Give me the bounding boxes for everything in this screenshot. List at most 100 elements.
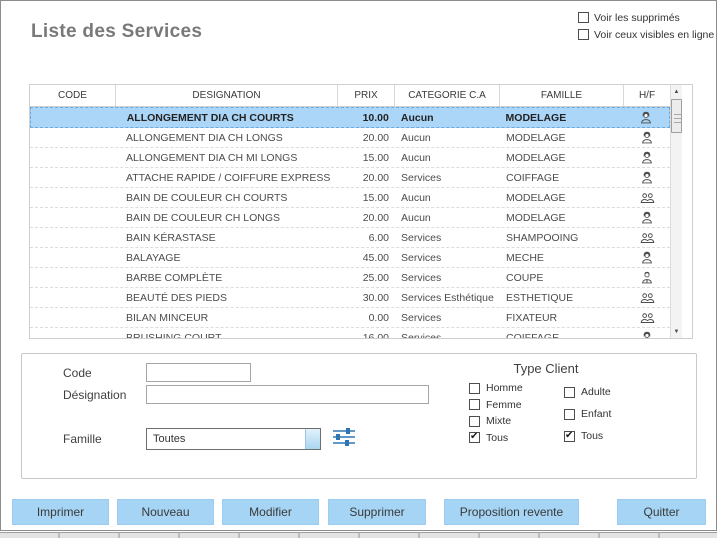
page-title: Liste des Services	[31, 21, 203, 42]
famille-label: Famille	[63, 432, 102, 446]
cell-hf	[624, 328, 670, 338]
table-row[interactable]: ALLONGEMENT DIA CH COURTS 10.00 Aucun MODEL…	[30, 107, 670, 128]
checkbox-voir-supprimes[interactable]	[578, 12, 589, 23]
cell-categorie: Services	[401, 331, 442, 339]
cell-famille: MODELAGE	[506, 211, 566, 224]
option-label: Mixte	[486, 415, 512, 427]
cell-code	[30, 308, 116, 327]
cell-designation: BARBE COMPLÈTE	[126, 271, 223, 284]
cell-hf	[624, 208, 670, 227]
code-input[interactable]	[146, 363, 251, 382]
table-row[interactable]: BAIN KÉRASTASE 6.00 Services SHAMPOOING	[30, 228, 670, 248]
cell-categorie: Services	[401, 311, 442, 324]
table-row[interactable]: BRUSHING COURT 16.00 Services COIFFAGE	[30, 328, 670, 338]
checkbox-tous-gauche[interactable]	[469, 431, 480, 443]
table-row[interactable]: BAIN DE COULEUR CH COURTS 15.00 Aucun MODEL…	[30, 188, 670, 208]
famille-dropdown[interactable]: Toutes	[146, 428, 321, 450]
proposition-revente-button[interactable]: Proposition revente	[444, 499, 579, 525]
cell-code	[30, 148, 116, 167]
quitter-button[interactable]: Quitter	[617, 499, 706, 525]
dropdown-button[interactable]	[305, 429, 320, 449]
couple-icon	[640, 310, 655, 325]
type-client-adulte[interactable]: Adulte	[564, 386, 611, 398]
table-row[interactable]: ALLONGEMENT DIA CH LONGS 20.00 Aucun MODELA…	[30, 128, 670, 148]
designation-input[interactable]	[146, 385, 429, 404]
option-label: Tous	[581, 430, 604, 442]
cell-designation: ALLONGEMENT DIA CH LONGS	[126, 131, 283, 144]
cell-code	[30, 268, 116, 287]
cell-prix: 20.00	[362, 211, 389, 224]
cell-code	[30, 328, 116, 338]
cell-designation: ALLONGEMENT DIA CH MI LONGS	[126, 151, 298, 164]
column-header-categorie[interactable]: CATEGORIE C.A	[395, 85, 500, 106]
checkbox-tous-droite[interactable]	[564, 430, 575, 442]
cell-categorie: Aucun	[401, 191, 431, 204]
column-header-code[interactable]: CODE	[30, 85, 116, 106]
cell-famille: COUPE	[506, 271, 544, 284]
filter-voir-visibles-en-ligne[interactable]: Voir ceux visibles en ligne	[578, 26, 714, 43]
woman-icon	[640, 170, 654, 185]
checkbox-homme[interactable]	[469, 382, 480, 394]
checkbox-mixte[interactable]	[469, 415, 480, 427]
background-window-edge	[0, 532, 717, 538]
column-header-famille[interactable]: FAMILLE	[500, 85, 624, 106]
table-row[interactable]: ATTACHE RAPIDE / COIFFURE EXPRESS 20.00 Se…	[30, 168, 670, 188]
column-header-prix[interactable]: PRIX	[338, 85, 395, 106]
type-client-tous-droite[interactable]: Tous	[564, 430, 603, 442]
scroll-up-icon[interactable]: ▲	[673, 88, 680, 95]
table-scrollbar[interactable]: ▲ ▼	[670, 85, 682, 338]
cell-designation: BILAN MINCEUR	[126, 311, 209, 324]
cell-prix: 45.00	[362, 251, 389, 264]
option-label: Adulte	[581, 386, 611, 398]
woman-icon	[640, 250, 654, 265]
type-client-mixte[interactable]: Mixte	[469, 415, 511, 427]
imprimer-button[interactable]: Imprimer	[12, 499, 109, 525]
checkbox-voir-visibles-en-ligne[interactable]	[578, 29, 589, 40]
option-label: Tous	[486, 431, 509, 444]
cell-designation: BALAYAGE	[126, 251, 181, 264]
cell-hf	[623, 108, 669, 127]
table-body: ALLONGEMENT DIA CH COURTS 10.00 Aucun MODEL…	[30, 107, 670, 338]
services-table: CODE DESIGNATION PRIX CATEGORIE C.A FAMILLE H…	[29, 84, 693, 339]
option-label: Homme	[486, 382, 523, 394]
cell-hf	[624, 308, 670, 327]
option-label: Femme	[486, 398, 522, 411]
cell-famille: FIXATEUR	[506, 311, 558, 324]
cell-categorie: Services	[401, 271, 442, 284]
cell-categorie: Services	[401, 251, 442, 264]
table-row[interactable]: BILAN MINCEUR 0.00 Services FIXATEUR	[30, 308, 670, 328]
type-client-tous-gauche[interactable]: Tous	[469, 431, 509, 444]
supprimer-button[interactable]: Supprimer	[328, 499, 426, 525]
column-header-hf[interactable]: H/F	[638, 90, 656, 101]
table-row[interactable]: BARBE COMPLÈTE 25.00 Services COUPE	[30, 268, 670, 288]
nouveau-button[interactable]: Nouveau	[117, 499, 214, 525]
type-client-enfant[interactable]: Enfant	[564, 408, 611, 420]
cell-code	[31, 108, 117, 127]
cell-code	[30, 168, 116, 187]
cell-hf	[624, 148, 670, 167]
table-row[interactable]: ALLONGEMENT DIA CH MI LONGS 15.00 Aucun MOD…	[30, 148, 670, 168]
sliders-icon	[332, 426, 356, 453]
type-client-femme[interactable]: Femme	[469, 399, 522, 411]
checkbox-femme[interactable]	[469, 399, 480, 410]
scroll-down-icon[interactable]: ▼	[673, 328, 680, 335]
cell-prix: 20.00	[362, 131, 389, 144]
checkbox-adulte[interactable]	[564, 386, 575, 398]
scrollbar-thumb[interactable]	[671, 99, 682, 133]
woman-icon	[640, 130, 654, 145]
type-client-homme[interactable]: Homme	[469, 382, 523, 394]
table-row[interactable]: BALAYAGE 45.00 Services MECHE	[30, 248, 670, 268]
filter-voir-supprimes[interactable]: Voir les supprimés	[578, 9, 714, 26]
cell-famille: COIFFAGE	[506, 331, 560, 339]
cell-code	[30, 188, 116, 207]
checkbox-enfant[interactable]	[564, 408, 575, 420]
code-label: Code	[63, 366, 92, 380]
modifier-button[interactable]: Modifier	[222, 499, 319, 525]
cell-hf	[624, 128, 670, 147]
table-row[interactable]: BAIN DE COULEUR CH LONGS 20.00 Aucun MODELA…	[30, 208, 670, 228]
column-header-designation[interactable]: DESIGNATION	[116, 85, 338, 106]
cell-designation: BAIN DE COULEUR CH LONGS	[126, 211, 281, 224]
woman-icon	[640, 210, 654, 225]
table-row[interactable]: BEAUTÉ DES PIEDS 30.00 Services Esthétique…	[30, 288, 670, 308]
famille-filter-button[interactable]	[331, 426, 357, 452]
